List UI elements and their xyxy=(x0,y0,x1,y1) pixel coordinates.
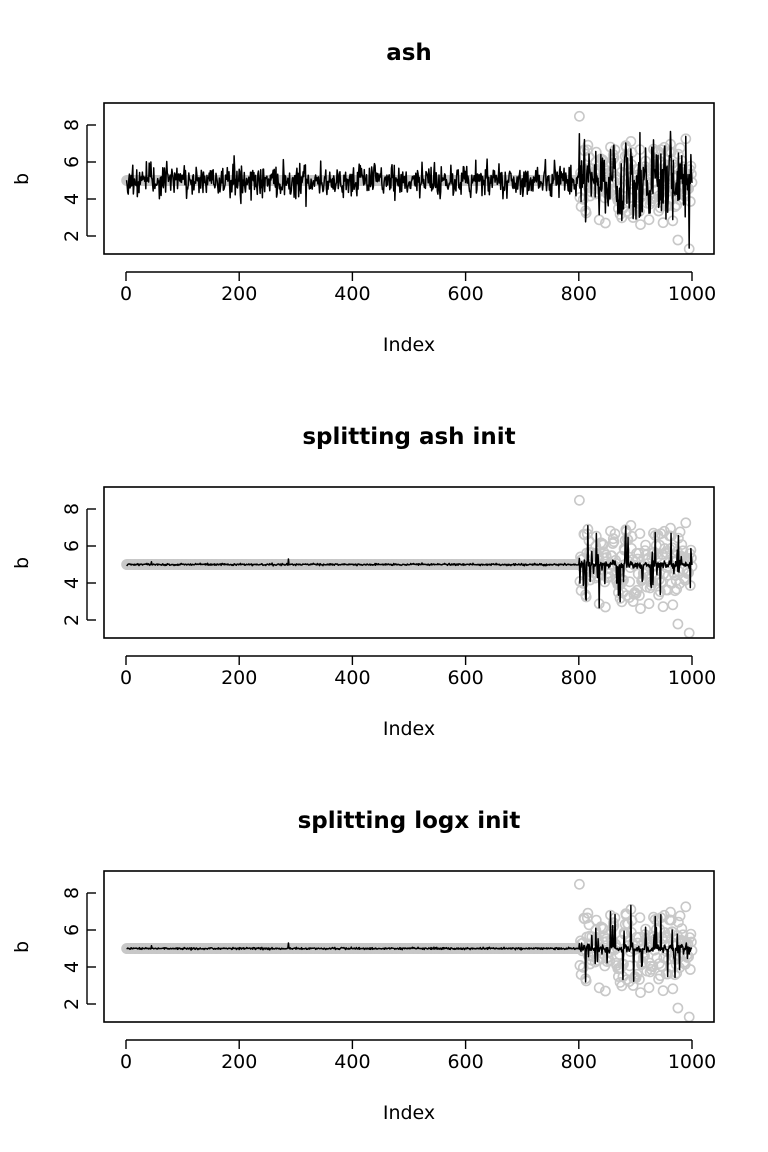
y-tick-label: 4 xyxy=(61,577,83,589)
y-tick-label: 8 xyxy=(61,503,83,515)
chart-title: ash xyxy=(386,40,432,66)
x-tick-label: 400 xyxy=(334,667,370,689)
y-axis: 2 4 6 8 b xyxy=(11,503,96,626)
data-point xyxy=(635,603,646,614)
data-point xyxy=(634,528,646,539)
data-point xyxy=(634,912,646,923)
x-tick-label: 0 xyxy=(120,667,132,689)
data-point xyxy=(574,878,585,890)
data-point xyxy=(667,599,679,611)
data-point xyxy=(600,217,611,229)
x-tick-label: 1000 xyxy=(668,667,716,689)
y-tick-label: 6 xyxy=(61,924,83,936)
y-axis-label: b xyxy=(11,941,33,953)
y-axis-label: b xyxy=(11,173,33,185)
x-axis-label: Index xyxy=(383,1102,435,1124)
data-point xyxy=(683,1011,695,1023)
data-point xyxy=(643,982,655,994)
data-point xyxy=(683,627,695,639)
plot-frame xyxy=(103,102,715,255)
x-tick-label: 1000 xyxy=(668,1051,716,1073)
x-tick-label: 0 xyxy=(120,1051,132,1073)
x-axis: 0 200 400 600 800 1000 Index xyxy=(120,271,716,356)
y-axis-label: b xyxy=(11,557,33,569)
x-tick-label: 1000 xyxy=(668,283,716,305)
chart-panel-1: ash 0 200 400 600 800 1000 Index 2 4 6 8 b xyxy=(11,40,716,356)
data-point xyxy=(643,214,655,226)
data-point xyxy=(672,1002,684,1014)
data-point xyxy=(672,618,684,630)
x-tick-label: 0 xyxy=(120,283,132,305)
y-tick-label: 2 xyxy=(61,230,83,242)
y-tick-label: 4 xyxy=(61,961,83,973)
data-point xyxy=(680,901,692,913)
x-tick-label: 400 xyxy=(334,1051,370,1073)
y-tick-label: 4 xyxy=(61,193,83,205)
y-tick-label: 8 xyxy=(61,119,83,131)
series-line xyxy=(125,130,693,249)
data-point xyxy=(672,234,684,246)
y-tick-label: 8 xyxy=(61,887,83,899)
x-tick-label: 600 xyxy=(447,1051,483,1073)
y-tick-label: 6 xyxy=(61,540,83,552)
data-point xyxy=(582,139,594,151)
chart-panel-3: splitting logx init 0 200 400 600 800 1000 Inde… xyxy=(11,808,716,1124)
chart-title: splitting ash init xyxy=(302,424,515,450)
x-axis-label: Index xyxy=(383,718,435,740)
data-point xyxy=(657,985,669,997)
x-tick-label: 200 xyxy=(221,1051,257,1073)
x-tick-label: 800 xyxy=(561,1051,597,1073)
data-point xyxy=(680,517,692,529)
x-tick-label: 400 xyxy=(334,283,370,305)
data-point xyxy=(643,598,655,610)
x-tick-label: 200 xyxy=(221,667,257,689)
x-tick-label: 200 xyxy=(221,283,257,305)
x-tick-label: 600 xyxy=(447,283,483,305)
data-point xyxy=(684,964,696,975)
data-point xyxy=(674,910,686,922)
x-tick-label: 800 xyxy=(561,667,597,689)
y-tick-label: 6 xyxy=(61,156,83,168)
data-point xyxy=(657,601,669,613)
x-tick-label: 600 xyxy=(447,667,483,689)
y-tick-label: 2 xyxy=(61,998,83,1010)
data-point xyxy=(640,539,651,551)
data-point xyxy=(625,135,637,147)
data-point xyxy=(657,217,669,229)
chart-title: splitting logx init xyxy=(298,808,521,834)
data-point xyxy=(635,987,646,998)
y-axis: 2 4 6 8 b xyxy=(11,119,96,242)
y-tick-label: 2 xyxy=(61,614,83,626)
x-axis: 0 200 400 600 800 1000 Index xyxy=(120,655,716,740)
x-axis: 0 200 400 600 800 1000 Index xyxy=(120,1039,716,1124)
data-point xyxy=(667,983,679,995)
x-tick-label: 800 xyxy=(561,283,597,305)
x-axis-label: Index xyxy=(383,334,435,356)
data-point xyxy=(674,526,686,538)
data-point xyxy=(674,142,686,154)
data-point xyxy=(574,110,585,122)
chart-panel-2: splitting ash init 0 200 400 600 800 1000 Index… xyxy=(11,424,716,740)
data-point xyxy=(574,494,585,506)
y-axis: 2 4 6 8 b xyxy=(11,887,96,1010)
data-point xyxy=(635,219,646,230)
